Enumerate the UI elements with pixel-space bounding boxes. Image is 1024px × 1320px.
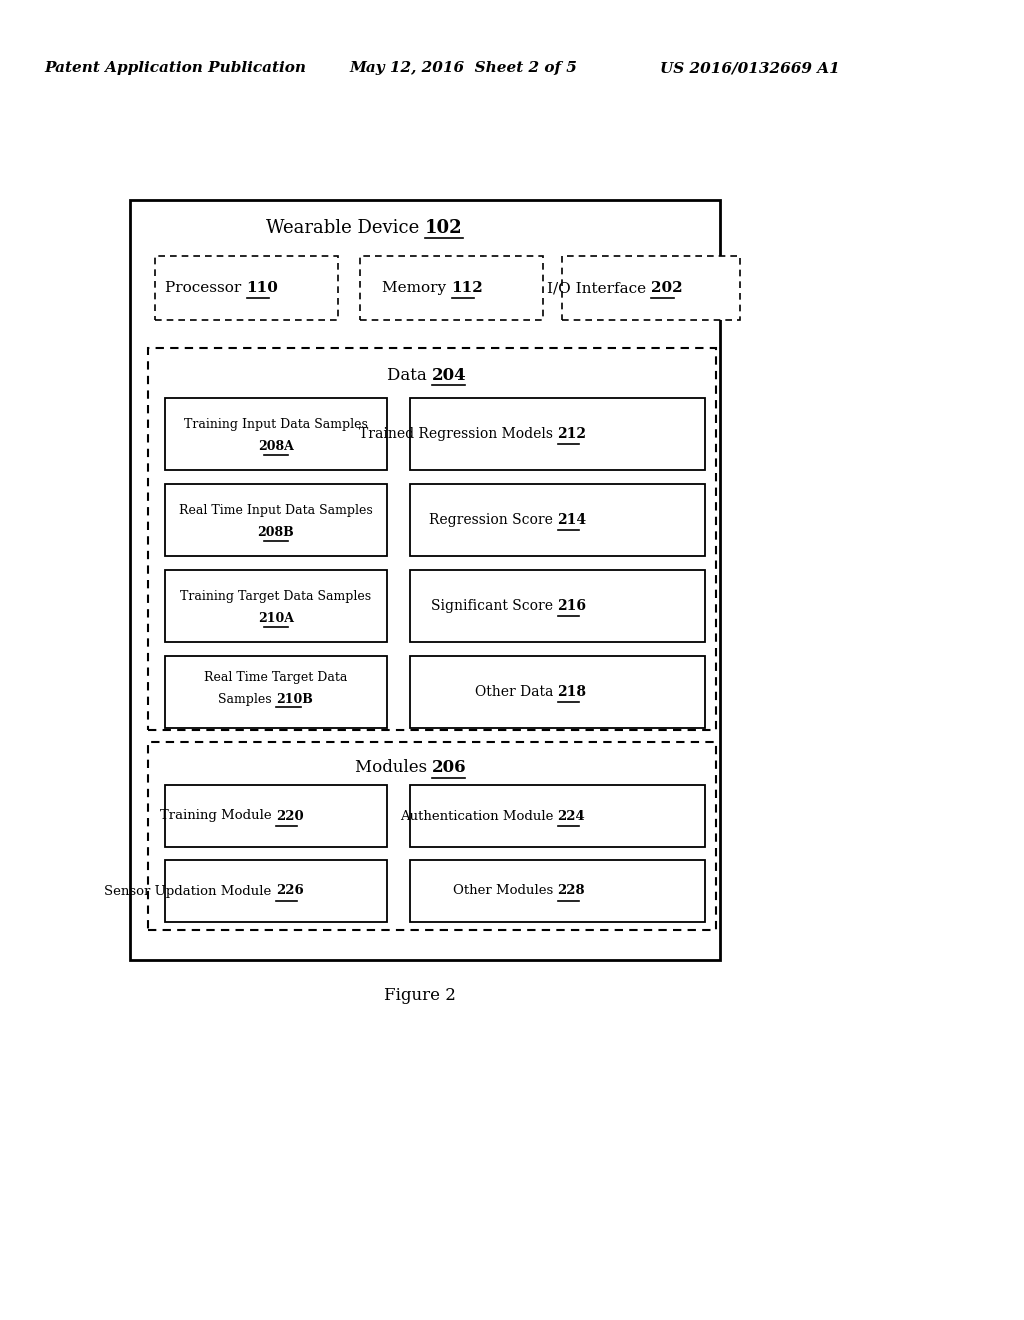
- Text: I/O Interface: I/O Interface: [547, 281, 651, 294]
- Bar: [410, 484, 705, 556]
- Bar: [165, 785, 387, 847]
- Bar: [148, 742, 716, 931]
- Text: Data: Data: [387, 367, 432, 384]
- Bar: [165, 570, 387, 642]
- Text: Wearable Device: Wearable Device: [266, 219, 425, 238]
- Bar: [562, 256, 740, 319]
- Text: Trained Regression Models: Trained Regression Models: [359, 426, 557, 441]
- Text: May 12, 2016  Sheet 2 of 5: May 12, 2016 Sheet 2 of 5: [349, 61, 577, 75]
- Bar: [410, 861, 705, 921]
- Bar: [410, 570, 705, 642]
- Text: 208B: 208B: [258, 527, 294, 540]
- Text: US 2016/0132669 A1: US 2016/0132669 A1: [660, 61, 840, 75]
- Text: 210B: 210B: [276, 693, 313, 706]
- Text: 212: 212: [557, 426, 587, 441]
- Bar: [130, 201, 720, 960]
- Text: Training Module: Training Module: [160, 809, 276, 822]
- Bar: [360, 256, 543, 319]
- Text: Figure 2: Figure 2: [384, 986, 456, 1003]
- Text: 226: 226: [276, 884, 304, 898]
- Text: 204: 204: [432, 367, 467, 384]
- Text: 220: 220: [276, 809, 304, 822]
- Bar: [165, 484, 387, 556]
- Text: Real Time Input Data Samples: Real Time Input Data Samples: [179, 504, 373, 517]
- Text: 202: 202: [651, 281, 683, 294]
- Bar: [165, 399, 387, 470]
- Text: 206: 206: [432, 759, 467, 776]
- Bar: [148, 348, 716, 730]
- Bar: [165, 656, 387, 729]
- Text: Other Data: Other Data: [475, 685, 557, 700]
- Text: 218: 218: [557, 685, 587, 700]
- Bar: [155, 256, 338, 319]
- Text: 224: 224: [557, 809, 586, 822]
- Text: Memory: Memory: [383, 281, 452, 294]
- Bar: [410, 785, 705, 847]
- Text: Other Modules: Other Modules: [453, 884, 557, 898]
- Bar: [410, 399, 705, 470]
- Text: 210A: 210A: [258, 612, 294, 626]
- Text: Modules: Modules: [354, 759, 432, 776]
- Text: Sensor Updation Module: Sensor Updation Module: [104, 884, 276, 898]
- Text: Significant Score: Significant Score: [431, 599, 557, 612]
- Text: 112: 112: [452, 281, 483, 294]
- Text: Regression Score: Regression Score: [429, 513, 557, 527]
- Text: 214: 214: [557, 513, 587, 527]
- Text: 228: 228: [557, 884, 585, 898]
- Text: Authentication Module: Authentication Module: [400, 809, 557, 822]
- Text: 110: 110: [247, 281, 279, 294]
- Text: 102: 102: [425, 219, 463, 238]
- Bar: [165, 861, 387, 921]
- Text: Training Input Data Samples: Training Input Data Samples: [184, 418, 368, 432]
- Text: Real Time Target Data: Real Time Target Data: [205, 671, 348, 684]
- Bar: [410, 656, 705, 729]
- Text: Training Target Data Samples: Training Target Data Samples: [180, 590, 372, 603]
- Text: Samples: Samples: [218, 693, 276, 706]
- Text: 216: 216: [557, 599, 587, 612]
- Text: Patent Application Publication: Patent Application Publication: [44, 61, 306, 75]
- Text: 208A: 208A: [258, 441, 294, 454]
- Text: Processor: Processor: [165, 281, 247, 294]
